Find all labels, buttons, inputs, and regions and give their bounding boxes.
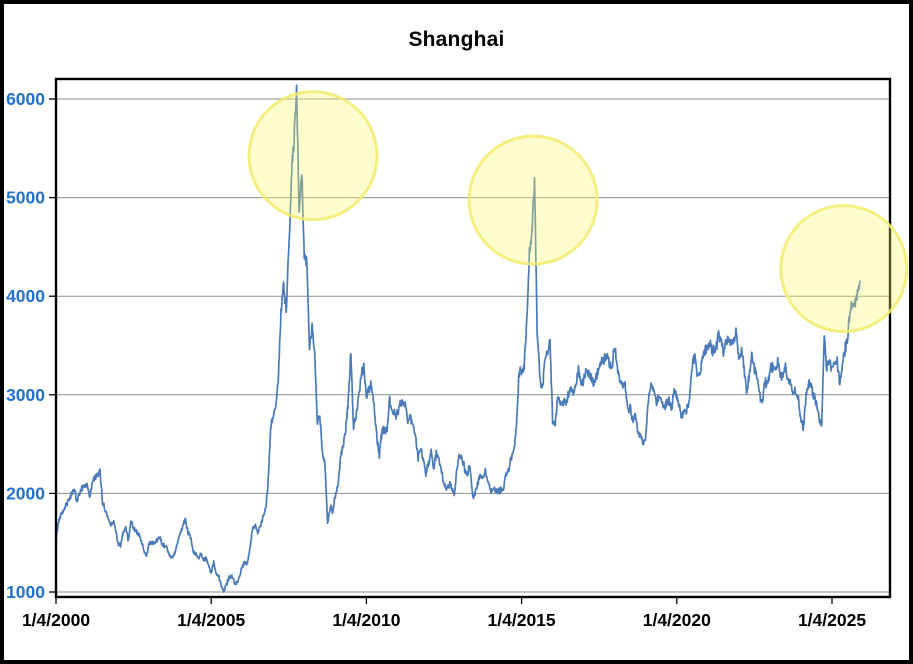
plot-border [54, 77, 892, 599]
y-axis-label-6000: 6000 [6, 89, 45, 109]
x-axis-label-2010: 1/4/2010 [332, 610, 400, 630]
x-axis-label-2015: 1/4/2015 [488, 610, 556, 630]
peak-2025-highlight [779, 204, 909, 334]
chart-title: Shanghai [408, 28, 505, 51]
x-axis-label-2005: 1/4/2005 [177, 610, 245, 630]
y-axis-label-5000: 5000 [6, 188, 45, 208]
y-axis-label-1000: 1000 [6, 582, 45, 602]
peak-2015-highlight [467, 134, 599, 266]
y-axis-label-4000: 4000 [6, 286, 45, 306]
y-axis-label-2000: 2000 [6, 483, 45, 503]
x-axis-label-2020: 1/4/2020 [643, 610, 711, 630]
y-axis-label-3000: 3000 [6, 385, 45, 405]
index-price-line [56, 84, 861, 593]
x-axis-label-2025: 1/4/2025 [798, 610, 866, 630]
shanghai-line-chart: 1000 2000 3000 4000 5000 6000 1/4/2000 1/4/2005… [6, 77, 909, 630]
peak-2007-highlight [247, 90, 379, 222]
x-axis-label-2000: 1/4/2000 [22, 610, 90, 630]
